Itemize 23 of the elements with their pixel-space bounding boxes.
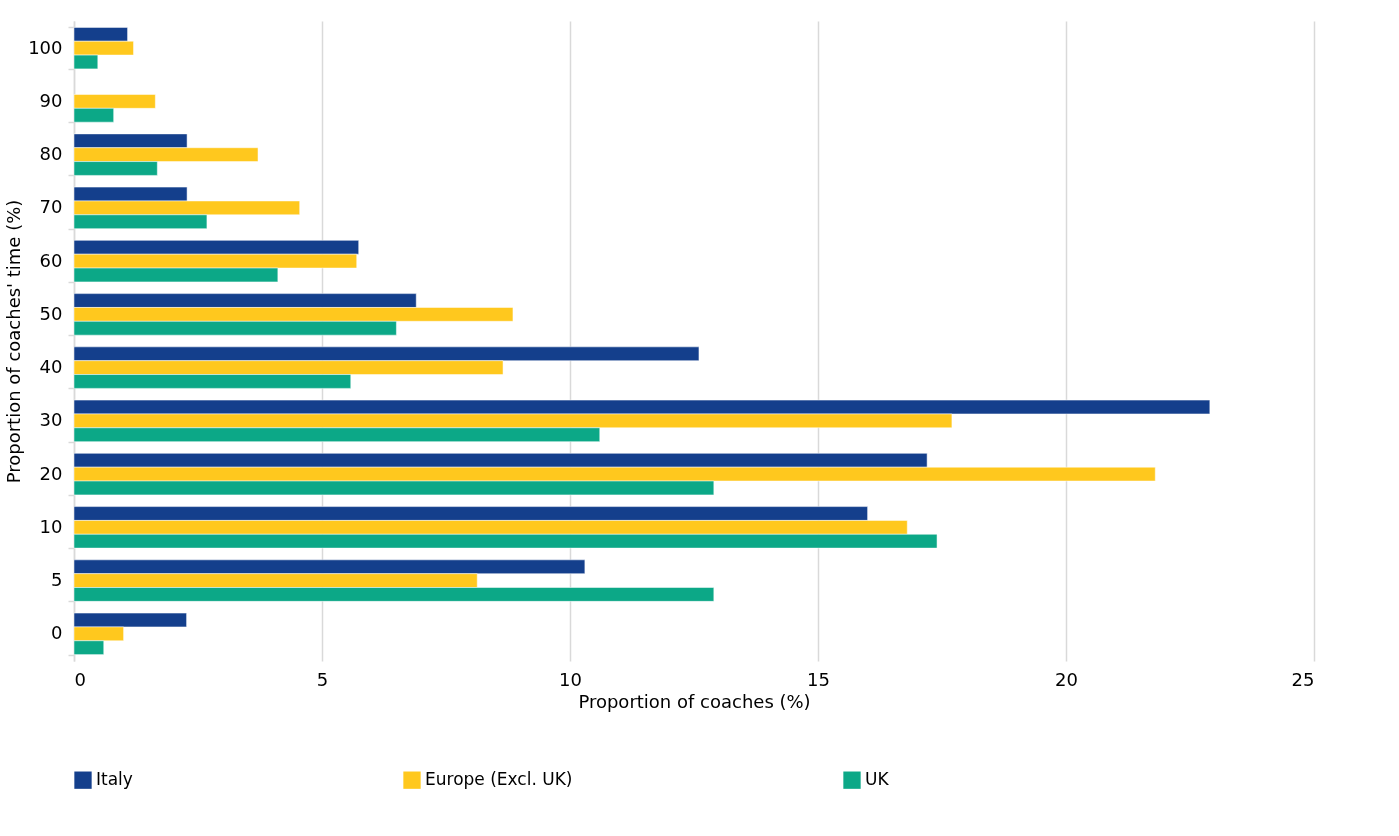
x-tick-label: 25 bbox=[1291, 668, 1315, 690]
y-tick-label: 0 bbox=[51, 622, 63, 644]
y-tick-label: 100 bbox=[28, 36, 63, 58]
legend-label: UK bbox=[865, 769, 890, 790]
x-tick-label: 20 bbox=[1055, 668, 1078, 690]
y-tick-label: 40 bbox=[39, 356, 63, 378]
y-axis-title: Proportion of coaches' time (%) bbox=[3, 199, 25, 484]
y-tick-label: 5 bbox=[51, 569, 63, 591]
x-tick-label: 10 bbox=[559, 668, 582, 690]
y-tick-label: 50 bbox=[39, 302, 63, 324]
x-tick-label: 5 bbox=[316, 668, 329, 690]
y-tick-label: 80 bbox=[39, 143, 63, 165]
x-tick-label: 15 bbox=[807, 668, 830, 690]
y-tick-label: 10 bbox=[39, 515, 63, 537]
y-tick-label: 90 bbox=[39, 89, 63, 111]
x-axis-title: Proportion of coaches (%) bbox=[578, 690, 811, 712]
legend-label: Italy bbox=[96, 769, 133, 790]
y-tick-label: 20 bbox=[39, 462, 63, 484]
y-tick-label: 60 bbox=[39, 249, 63, 271]
x-tick-label: 0 bbox=[74, 668, 86, 690]
y-tick-label: 30 bbox=[39, 409, 63, 431]
legend-label: Europe (Excl. UK) bbox=[425, 769, 573, 790]
y-tick-label: 70 bbox=[39, 196, 63, 218]
